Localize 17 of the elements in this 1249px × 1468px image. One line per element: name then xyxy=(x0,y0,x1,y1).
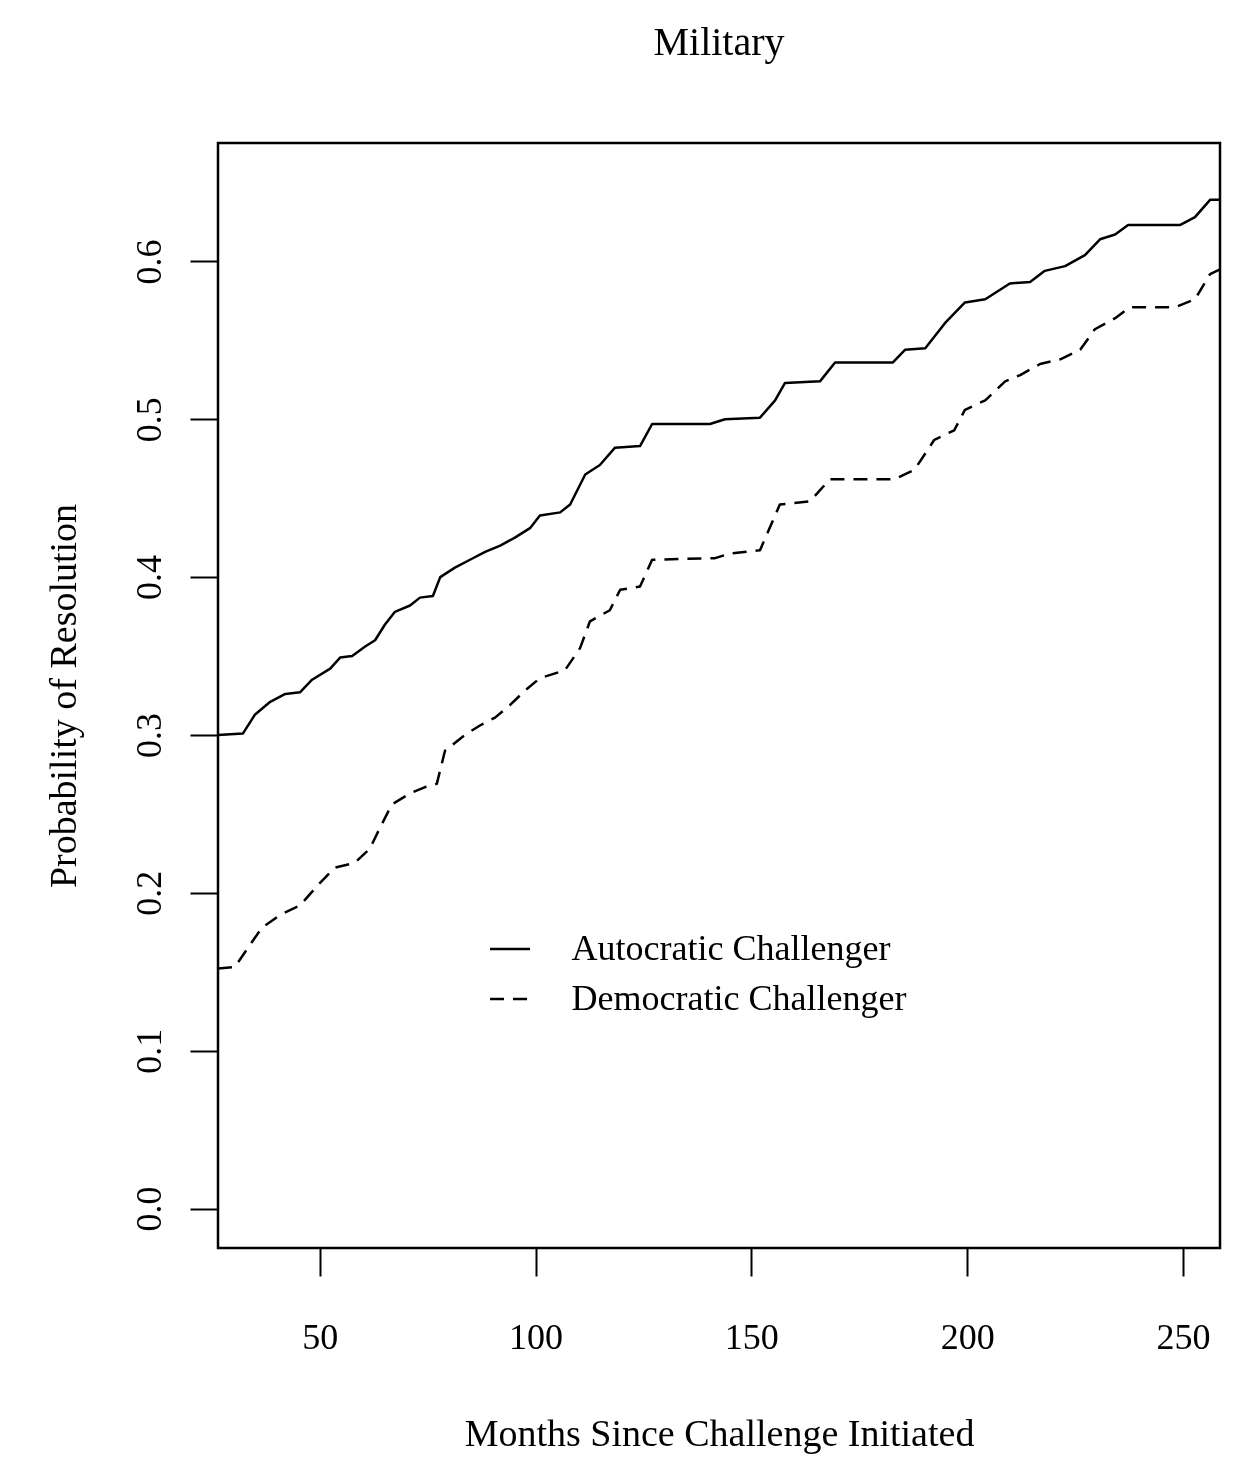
legend-label: Democratic Challenger xyxy=(571,978,907,1019)
y-axis-title: Probability of Resolution xyxy=(41,503,84,889)
y-tick-label: 0.6 xyxy=(128,239,169,285)
legend-label: Autocratic Challenger xyxy=(571,928,891,969)
y-tick-label: 0.1 xyxy=(128,1028,169,1074)
x-tick-label: 150 xyxy=(724,1316,779,1357)
y-tick-label: 0.3 xyxy=(128,712,169,758)
y-tick-label: 0.2 xyxy=(128,870,169,916)
x-tick-label: 100 xyxy=(509,1316,564,1357)
x-tick-label: 200 xyxy=(940,1316,995,1357)
y-tick-label: 0.0 xyxy=(128,1186,169,1232)
y-tick-label: 0.4 xyxy=(128,555,169,601)
y-tick-label: 0.5 xyxy=(128,397,169,443)
x-tick-label: 50 xyxy=(302,1316,339,1357)
chart-title: Military xyxy=(653,19,785,64)
x-axis-title: Months Since Challenge Initiated xyxy=(464,1411,975,1454)
x-tick-label: 250 xyxy=(1156,1316,1211,1357)
